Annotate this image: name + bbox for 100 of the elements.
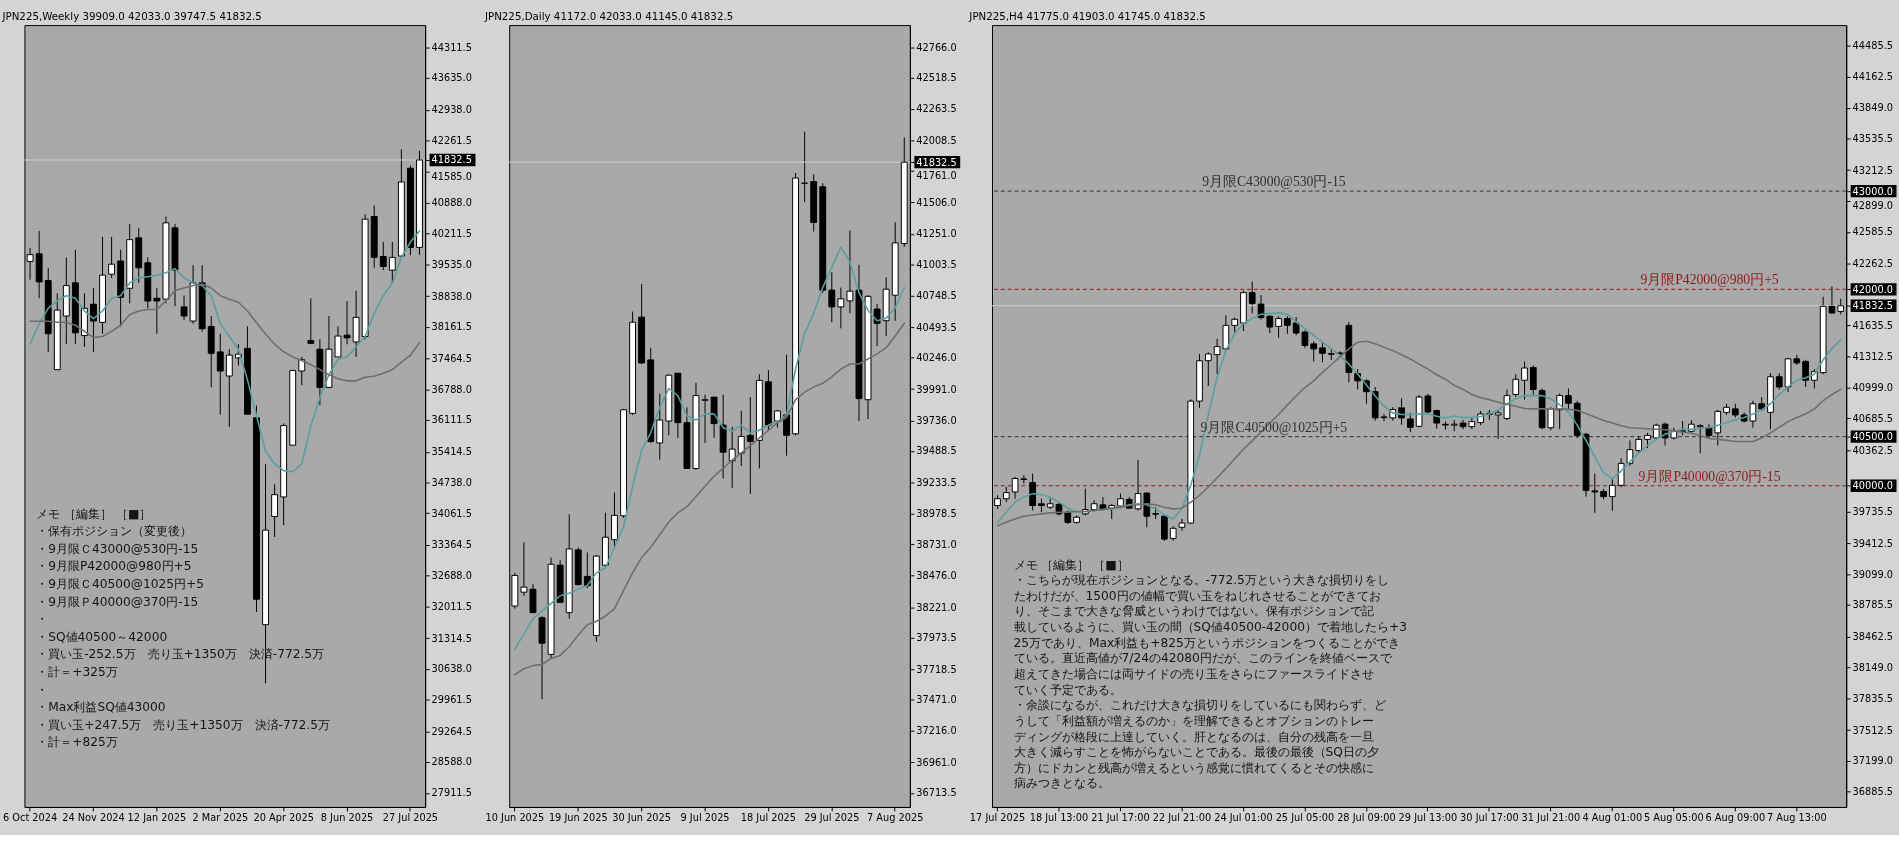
annotation: ・計＝+825万 bbox=[36, 735, 118, 750]
annotation: メモ ［編集］ ［■］ bbox=[36, 506, 152, 521]
annotation: 載しているように、買い玉の間（SQ値40500-42000）で着地したら+3 bbox=[1013, 620, 1407, 635]
x-tick-label: 8 Jun 2025 bbox=[320, 812, 374, 824]
x-tick-label: 2 Mar 2025 bbox=[192, 812, 249, 824]
y-tick-label: 40362.5 bbox=[1852, 444, 1893, 456]
annotation: ・9月限P42000@980円+5 bbox=[36, 559, 192, 574]
line-series bbox=[514, 246, 906, 651]
y-tick-label: 36961.0 bbox=[916, 756, 957, 768]
x-tick-label: 29 Jul 2025 bbox=[804, 812, 860, 824]
candlestick bbox=[1248, 280, 1256, 315]
y-tick-label: 38731.0 bbox=[916, 538, 957, 550]
y-tick-label: 42938.0 bbox=[431, 104, 472, 116]
y-tick-label: 43635.0 bbox=[431, 72, 472, 84]
annotation: ている。直近高値が7/24の42080円だが、このラインを終値ベースで bbox=[1013, 651, 1393, 666]
y-tick-label: 39233.5 bbox=[916, 476, 957, 488]
x-tick-label: 28 Jul 09:00 bbox=[1337, 812, 1396, 824]
annotation: ・買い玉+247.5万 売り玉+1350万 決済-772.5万 bbox=[36, 717, 330, 732]
annotation: 方）にドカンと残高が増えるという感覚に慣れてくるとその快感に bbox=[1013, 760, 1374, 775]
y-tick-label: 27911.5 bbox=[431, 787, 472, 799]
ref-line-label: 9月限C43000@530円-15 bbox=[1202, 174, 1346, 190]
y-tick-label: 37512.5 bbox=[1852, 724, 1893, 736]
y-tick-label: 40211.5 bbox=[431, 228, 472, 240]
y-tick-label: 38476.0 bbox=[916, 570, 957, 582]
candlestick bbox=[746, 396, 754, 495]
y-tick-label: 29961.5 bbox=[431, 694, 472, 706]
y-tick-label: 41832.5 bbox=[431, 154, 472, 166]
annotation: ・計＝+325万 bbox=[36, 665, 118, 680]
candlestick bbox=[1161, 514, 1168, 542]
ref-line-label: 9月限C40500@1025円+5 bbox=[1200, 419, 1348, 435]
chart-title: JPN225,Daily 41172.0 42033.0 41145.0 41832.5 bbox=[483, 9, 734, 22]
y-tick-label: 38462.5 bbox=[1852, 631, 1893, 643]
x-tick-label: 12 Jan 2025 bbox=[127, 812, 187, 824]
y-tick-label: 35414.5 bbox=[431, 446, 472, 458]
y-tick-label: 39991.0 bbox=[916, 383, 957, 395]
y-tick-label: 40999.0 bbox=[1852, 382, 1893, 394]
annotation: ・9月限Ｐ40000@370円-15 bbox=[36, 594, 199, 609]
annotation: ・SQ値40500～42000 bbox=[36, 629, 168, 644]
y-tick-label: 43000.0 bbox=[1852, 185, 1893, 197]
x-tick-label: 31 Jul 21:00 bbox=[1521, 812, 1581, 824]
y-tick-label: 42263.5 bbox=[916, 103, 957, 115]
x-tick-label: 17 Jul 2025 bbox=[969, 812, 1026, 824]
y-tick-label: 28588.0 bbox=[431, 756, 472, 768]
y-tick-label: 41003.5 bbox=[916, 258, 957, 270]
annotation: ・ bbox=[36, 682, 49, 697]
chart-title: JPN225,Weekly 39909.0 42033.0 39747.5 41832.5 bbox=[1, 9, 262, 22]
x-tick-label: 24 Jul 01:00 bbox=[1214, 812, 1273, 824]
candlestick bbox=[153, 287, 161, 335]
x-tick-label: 4 Aug 01:00 bbox=[1582, 812, 1643, 824]
annotation: ・ bbox=[36, 612, 49, 627]
y-tick-label: 40493.5 bbox=[916, 321, 957, 333]
annotation: たわけだが、1500円の値幅で買い玉をねじれさせることができてお bbox=[1013, 588, 1381, 603]
y-tick-label: 42262.5 bbox=[1852, 257, 1893, 269]
y-tick-label: 41312.5 bbox=[1852, 351, 1893, 363]
y-tick-label: 30638.0 bbox=[431, 663, 472, 675]
annotation: 25万であり、Max利益も+825万というポジションをつくることができ bbox=[1013, 635, 1400, 650]
y-tick-label: 41585.0 bbox=[431, 170, 472, 182]
y-tick-label: 39735.5 bbox=[1852, 506, 1893, 518]
x-tick-label: 29 Jul 13:00 bbox=[1398, 812, 1458, 824]
y-tick-label: 42899.0 bbox=[1852, 200, 1893, 212]
y-tick-label: 37718.5 bbox=[916, 663, 957, 675]
x-tick-label: 24 Nov 2024 bbox=[62, 812, 125, 824]
y-tick-label: 39736.0 bbox=[916, 414, 957, 426]
y-tick-label: 41506.0 bbox=[916, 196, 957, 208]
y-tick-label: 37471.0 bbox=[916, 694, 957, 706]
ref-line-label: 9月限P40000@370円-15 bbox=[1638, 468, 1781, 484]
y-tick-label: 42518.5 bbox=[916, 72, 957, 84]
y-tick-label: 37464.5 bbox=[431, 352, 472, 364]
line-series bbox=[514, 322, 906, 676]
x-tick-label: 22 Jul 21:00 bbox=[1152, 812, 1212, 824]
annotation: 超えてきた場合には両サイドの売り玉をさらにファースライドさせ bbox=[1013, 666, 1374, 681]
candlestick bbox=[1204, 351, 1212, 387]
candlestick bbox=[225, 348, 233, 428]
y-tick-label: 44311.5 bbox=[431, 41, 472, 53]
y-tick-label: 40000.0 bbox=[1852, 480, 1893, 492]
x-tick-label: 18 Jul 13:00 bbox=[1029, 812, 1089, 824]
y-tick-label: 34061.5 bbox=[431, 507, 472, 519]
candlestick bbox=[737, 410, 745, 467]
annotation: うして「利益額が増えるのか」を理解できるとオプションのトレー bbox=[1013, 713, 1374, 728]
candlestick bbox=[656, 393, 664, 461]
x-tick-label: 30 Jun 2025 bbox=[612, 812, 672, 824]
x-tick-label: 30 Jul 17:00 bbox=[1460, 812, 1519, 824]
candlestick bbox=[298, 356, 306, 386]
annotation: ていく予定である。 bbox=[1013, 682, 1122, 697]
annotation: ・こちらが現在ポジションとなる。-772.5万という大きな損切りをし bbox=[1013, 573, 1389, 588]
annotation: ・9月限Ｃ43000@530円-15 bbox=[36, 541, 199, 556]
y-tick-label: 39412.5 bbox=[1852, 537, 1893, 549]
candlestick bbox=[216, 333, 224, 416]
x-tick-label: 20 Apr 2025 bbox=[253, 812, 314, 824]
y-tick-label: 36111.5 bbox=[431, 414, 472, 426]
annotation: ・9月限Ｃ40500@1025円+5 bbox=[36, 577, 205, 592]
candlestick bbox=[108, 236, 116, 279]
candlestick bbox=[1609, 478, 1616, 512]
y-tick-label: 40748.5 bbox=[916, 290, 957, 302]
y-tick-label: 29264.5 bbox=[431, 725, 472, 737]
y-tick-label: 42000.0 bbox=[1852, 283, 1893, 295]
candlestick bbox=[180, 295, 188, 321]
annotation: 病みつきとなる。 bbox=[1013, 776, 1110, 791]
x-tick-label: 25 Jul 05:00 bbox=[1275, 812, 1335, 824]
y-tick-label: 38221.0 bbox=[916, 601, 957, 613]
